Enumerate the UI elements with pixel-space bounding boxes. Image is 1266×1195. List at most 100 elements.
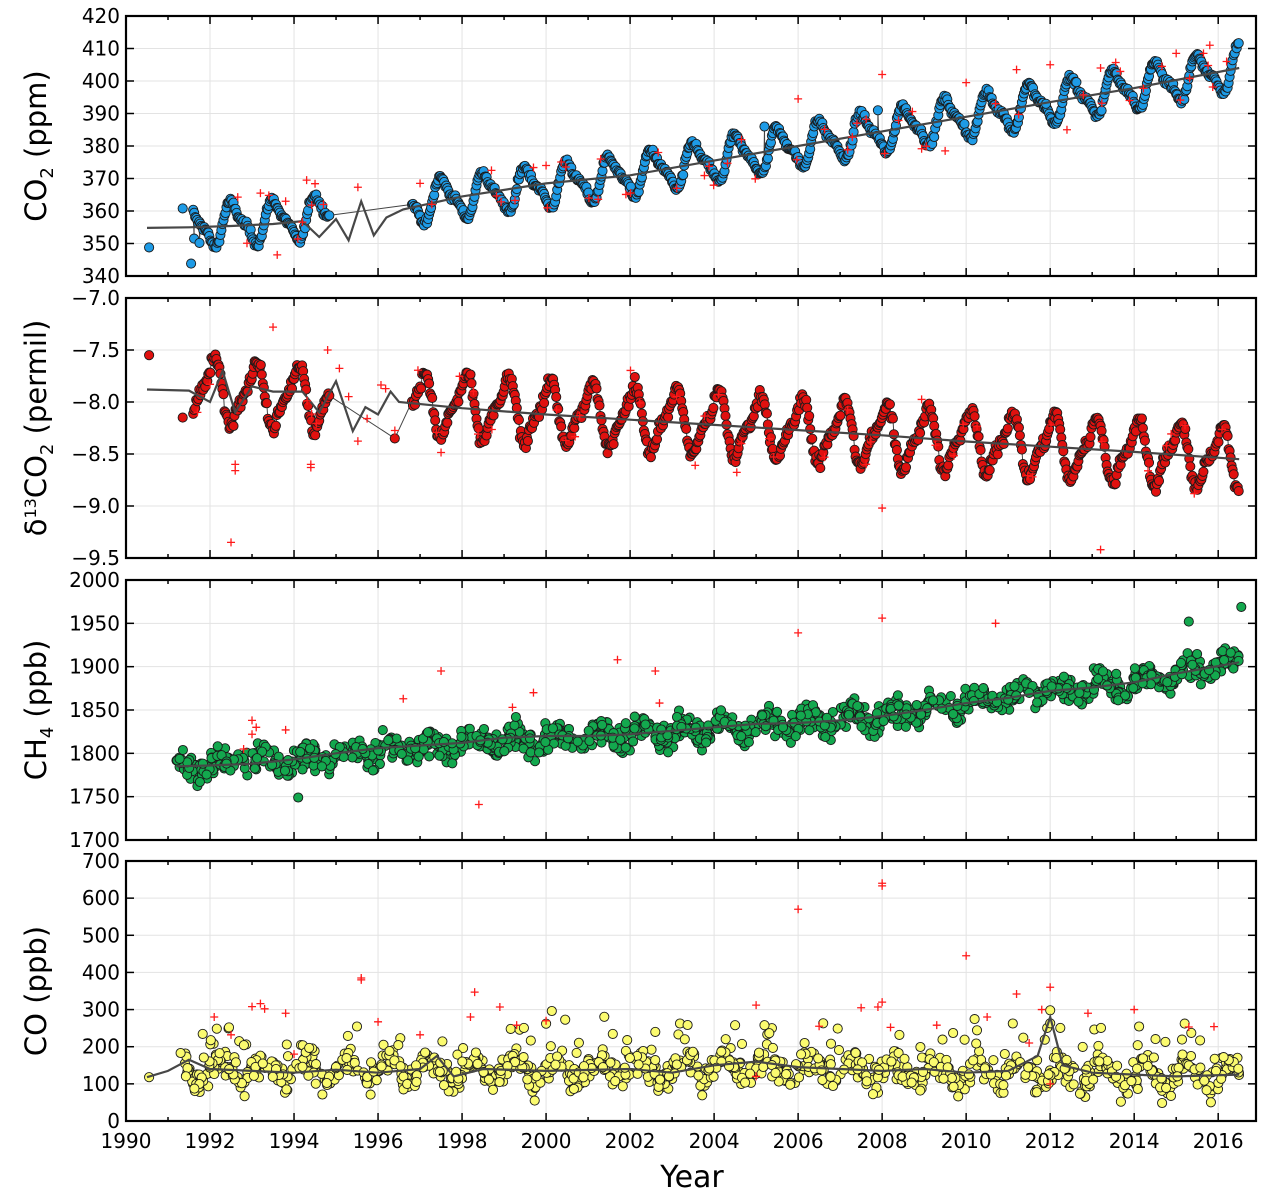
outlier-point	[542, 1016, 551, 1025]
outlier-point	[1209, 1022, 1218, 1031]
data-point	[973, 431, 984, 442]
data-point	[928, 695, 939, 706]
data-point	[545, 1041, 556, 1052]
outlier-point	[894, 116, 903, 125]
data-point	[1222, 430, 1233, 442]
data-point	[678, 169, 689, 180]
outlier-point	[941, 146, 950, 155]
outlier-point	[1025, 1039, 1034, 1047]
data-point	[228, 420, 239, 432]
y-tick-label: −7.0	[71, 286, 120, 310]
outlier-point	[1144, 466, 1153, 475]
x-tick-label: 2010	[941, 1129, 992, 1153]
outlier-point	[655, 699, 664, 708]
data-point	[975, 445, 986, 456]
data-point	[591, 383, 602, 394]
outlier-point	[820, 453, 829, 462]
data-point	[447, 758, 458, 769]
data-point	[534, 747, 545, 758]
data-point	[887, 413, 898, 424]
data-point	[617, 1081, 628, 1092]
outlier-point	[571, 432, 580, 441]
outlier-point	[495, 1002, 504, 1011]
outlier-point	[626, 366, 635, 375]
data-point	[1213, 437, 1224, 448]
outlier-point	[233, 193, 242, 202]
outlier-point	[1096, 64, 1105, 72]
data-point	[1153, 475, 1165, 486]
data-point	[573, 1037, 584, 1048]
y-tick-label: −9.5	[71, 546, 120, 570]
data-point	[214, 1048, 225, 1059]
data-point	[293, 792, 304, 803]
data-point	[959, 1034, 970, 1045]
outlier-point	[543, 203, 552, 212]
data-point	[304, 1042, 315, 1053]
outlier-point	[1199, 49, 1208, 58]
data-point	[1093, 673, 1104, 684]
data-point	[892, 690, 903, 701]
outlier-point	[487, 425, 496, 434]
data-point	[310, 430, 321, 441]
outlier-point	[1184, 1023, 1193, 1032]
data-point	[261, 398, 272, 409]
data-point	[1173, 1062, 1184, 1073]
data-point	[701, 737, 712, 748]
data-point	[324, 210, 335, 221]
outlier-point	[193, 408, 202, 417]
data-point	[740, 1077, 751, 1088]
x-tick-label: 2000	[521, 1129, 572, 1153]
outlier-point	[552, 405, 561, 414]
outlier-point	[862, 115, 871, 124]
data-point	[457, 1056, 468, 1067]
data-point	[785, 1079, 796, 1090]
data-point	[900, 721, 911, 732]
outlier-point	[390, 426, 399, 435]
outlier-point	[962, 78, 971, 87]
outlier-point	[1097, 437, 1106, 446]
data-point	[594, 400, 605, 411]
data-point	[1032, 697, 1043, 708]
data-point	[720, 1034, 731, 1045]
data-point	[663, 747, 674, 758]
data-point	[1132, 1063, 1143, 1074]
outlier-point	[437, 667, 446, 675]
y-tick-label: 700	[82, 849, 120, 873]
data-point	[893, 700, 904, 711]
outlier-point	[311, 179, 320, 188]
data-point	[396, 748, 407, 760]
data-point	[1112, 1060, 1123, 1071]
data-point	[899, 1053, 910, 1064]
data-point	[347, 752, 358, 763]
outlier-point	[344, 392, 353, 401]
data-point	[1002, 423, 1013, 434]
data-point	[351, 1021, 363, 1032]
data-point	[635, 398, 646, 410]
y-tick-label: 2000	[69, 568, 120, 592]
ylabel-main: CO	[19, 1013, 53, 1056]
data-point	[770, 1067, 781, 1078]
y-tick-label: −7.5	[71, 338, 120, 362]
panel-frame	[124, 859, 1258, 1123]
data-point	[1160, 1036, 1171, 1047]
data-point	[205, 367, 216, 378]
data-point	[1077, 1041, 1088, 1052]
outlier-point	[399, 694, 408, 703]
data-point	[434, 1066, 445, 1077]
data-point	[629, 723, 640, 734]
data-point	[499, 746, 510, 757]
data-point	[1018, 1032, 1029, 1043]
data-point	[560, 1014, 571, 1025]
outlier-point	[917, 144, 926, 153]
data-point	[1195, 679, 1206, 690]
outlier-point	[862, 460, 871, 469]
outlier-point	[1157, 62, 1166, 71]
data-point	[194, 237, 205, 248]
outlier-point	[1205, 41, 1214, 50]
ylabel-main: CH	[19, 738, 53, 780]
outlier-point	[1208, 82, 1217, 91]
data-point	[1043, 1069, 1054, 1080]
data-point	[1095, 1022, 1107, 1033]
